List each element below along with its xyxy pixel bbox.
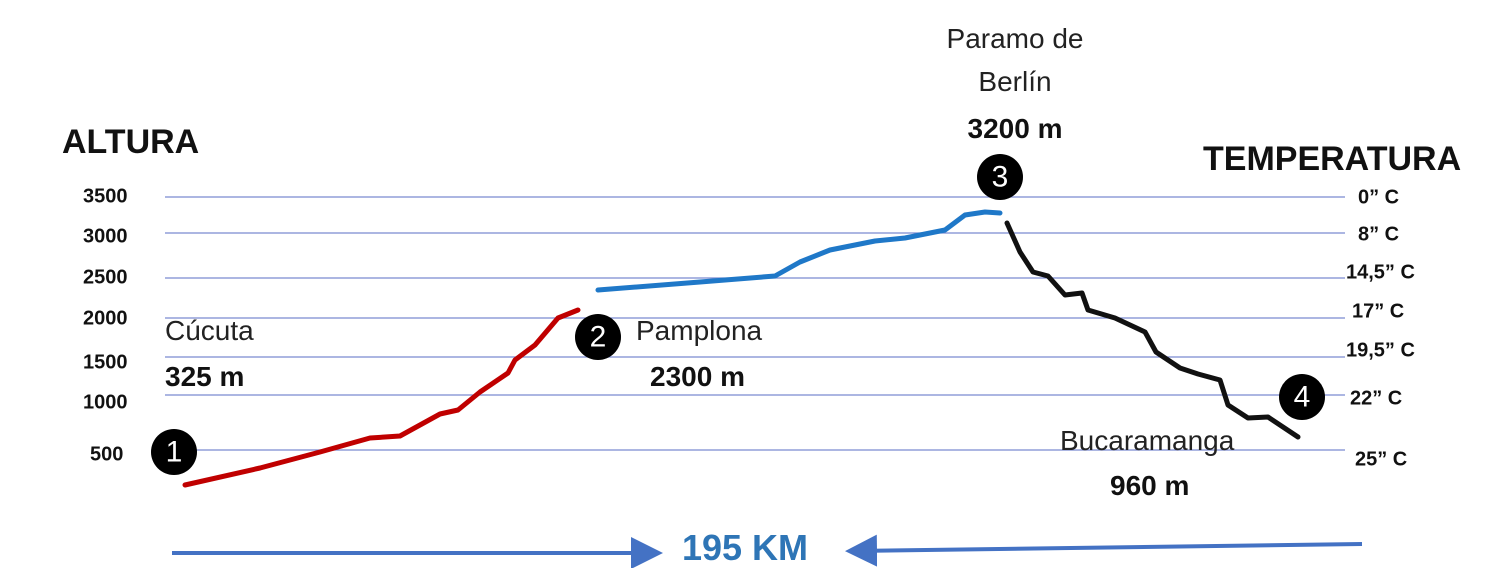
place-altitude: 960 m [1110, 470, 1189, 501]
point-marker [151, 429, 197, 475]
tick-label: 22” C [1350, 387, 1402, 409]
tick-label: 1500 [83, 351, 128, 373]
tick-label: 1000 [83, 391, 128, 413]
point-number: 1 [166, 436, 183, 469]
tick-label: 14,5” C [1346, 261, 1415, 283]
tick-label: 19,5” C [1346, 339, 1415, 361]
point-number: 2 [590, 321, 607, 354]
tick-label: 0” C [1358, 186, 1399, 208]
segment-2-3 [595, 209, 1003, 293]
tick-label: 500 [90, 443, 123, 465]
arrow [845, 534, 1363, 567]
markers: 1 2 3 4 [151, 154, 1325, 475]
point-marker [1279, 374, 1325, 420]
tick-label: 17” C [1352, 300, 1404, 322]
place-altitude: 325 m [165, 361, 244, 392]
segment-1-2 [182, 307, 581, 488]
place-altitude: 3200 m [968, 113, 1063, 144]
point-marker [575, 314, 621, 360]
place-name: Bucaramanga [1060, 425, 1235, 456]
tick-label: 2000 [83, 307, 128, 329]
place-name: Berlín [978, 66, 1051, 97]
tick-label: 25” C [1355, 448, 1407, 470]
point-number: 3 [992, 161, 1009, 194]
title-left: ALTURA [62, 123, 199, 161]
segment-3-4 [1004, 220, 1301, 440]
point-marker [977, 154, 1023, 200]
title-right: TEMPERATURA [1203, 140, 1461, 178]
point-number: 4 [1294, 381, 1311, 414]
place-altitude: 2300 m [650, 361, 745, 392]
profile [182, 209, 1301, 488]
place-name: Paramo de [947, 23, 1084, 54]
tick-label: 2500 [83, 266, 128, 288]
distance-label: 195 KM [682, 527, 808, 568]
altitude-axis: 3500 3000 2500 2000 1500 1000 500 [83, 185, 128, 465]
distance: 195 KM [172, 527, 1363, 568]
place-name: Cúcuta [165, 315, 254, 346]
tick-label: 8” C [1358, 223, 1399, 245]
tick-label: 3000 [83, 225, 128, 247]
place-name: Pamplona [636, 315, 763, 346]
temperature-axis: 0” C 8” C 14,5” C 17” C 19,5” C 22” C 25… [1346, 186, 1415, 470]
labels: Cúcuta 325 m Pamplona 2300 m Paramo de B… [165, 23, 1235, 501]
tick-label: 3500 [83, 185, 128, 207]
